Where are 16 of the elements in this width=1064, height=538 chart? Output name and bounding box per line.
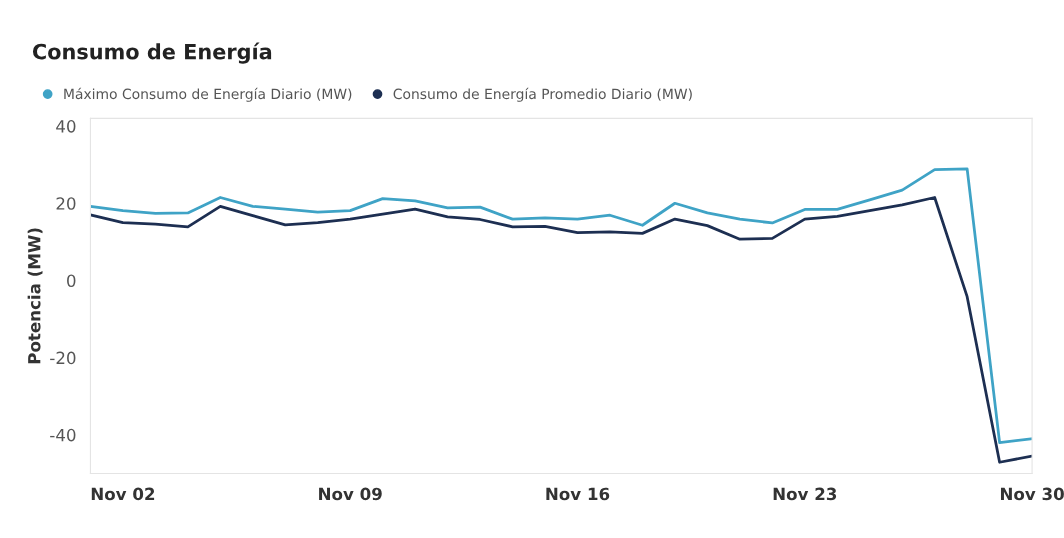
- legend-label: Consumo de Energía Promedio Diario (MW): [393, 87, 692, 102]
- x-tick-label: Nov 09: [319, 487, 382, 501]
- y-axis-title: Potencia (MW): [27, 228, 43, 364]
- line-series: [90, 196, 1033, 464]
- y-tick-label: -40: [50, 428, 76, 442]
- y-tick-label: -20: [50, 351, 76, 365]
- x-tick-label: Nov 30: [1000, 487, 1064, 501]
- x-tick-label: Nov 02: [91, 487, 155, 501]
- x-tick-label: Nov 23: [773, 487, 837, 501]
- x-tick-label: Nov 16: [546, 487, 610, 501]
- legend-label: Máximo Consumo de Energía Diario (MW): [64, 87, 352, 102]
- y-tick-label: 0: [67, 274, 76, 288]
- line-series: [90, 167, 1033, 444]
- chart-title: Consumo de Energía: [32, 42, 272, 64]
- y-tick-label: 40: [56, 120, 76, 133]
- y-tick-label: 20: [56, 197, 76, 210]
